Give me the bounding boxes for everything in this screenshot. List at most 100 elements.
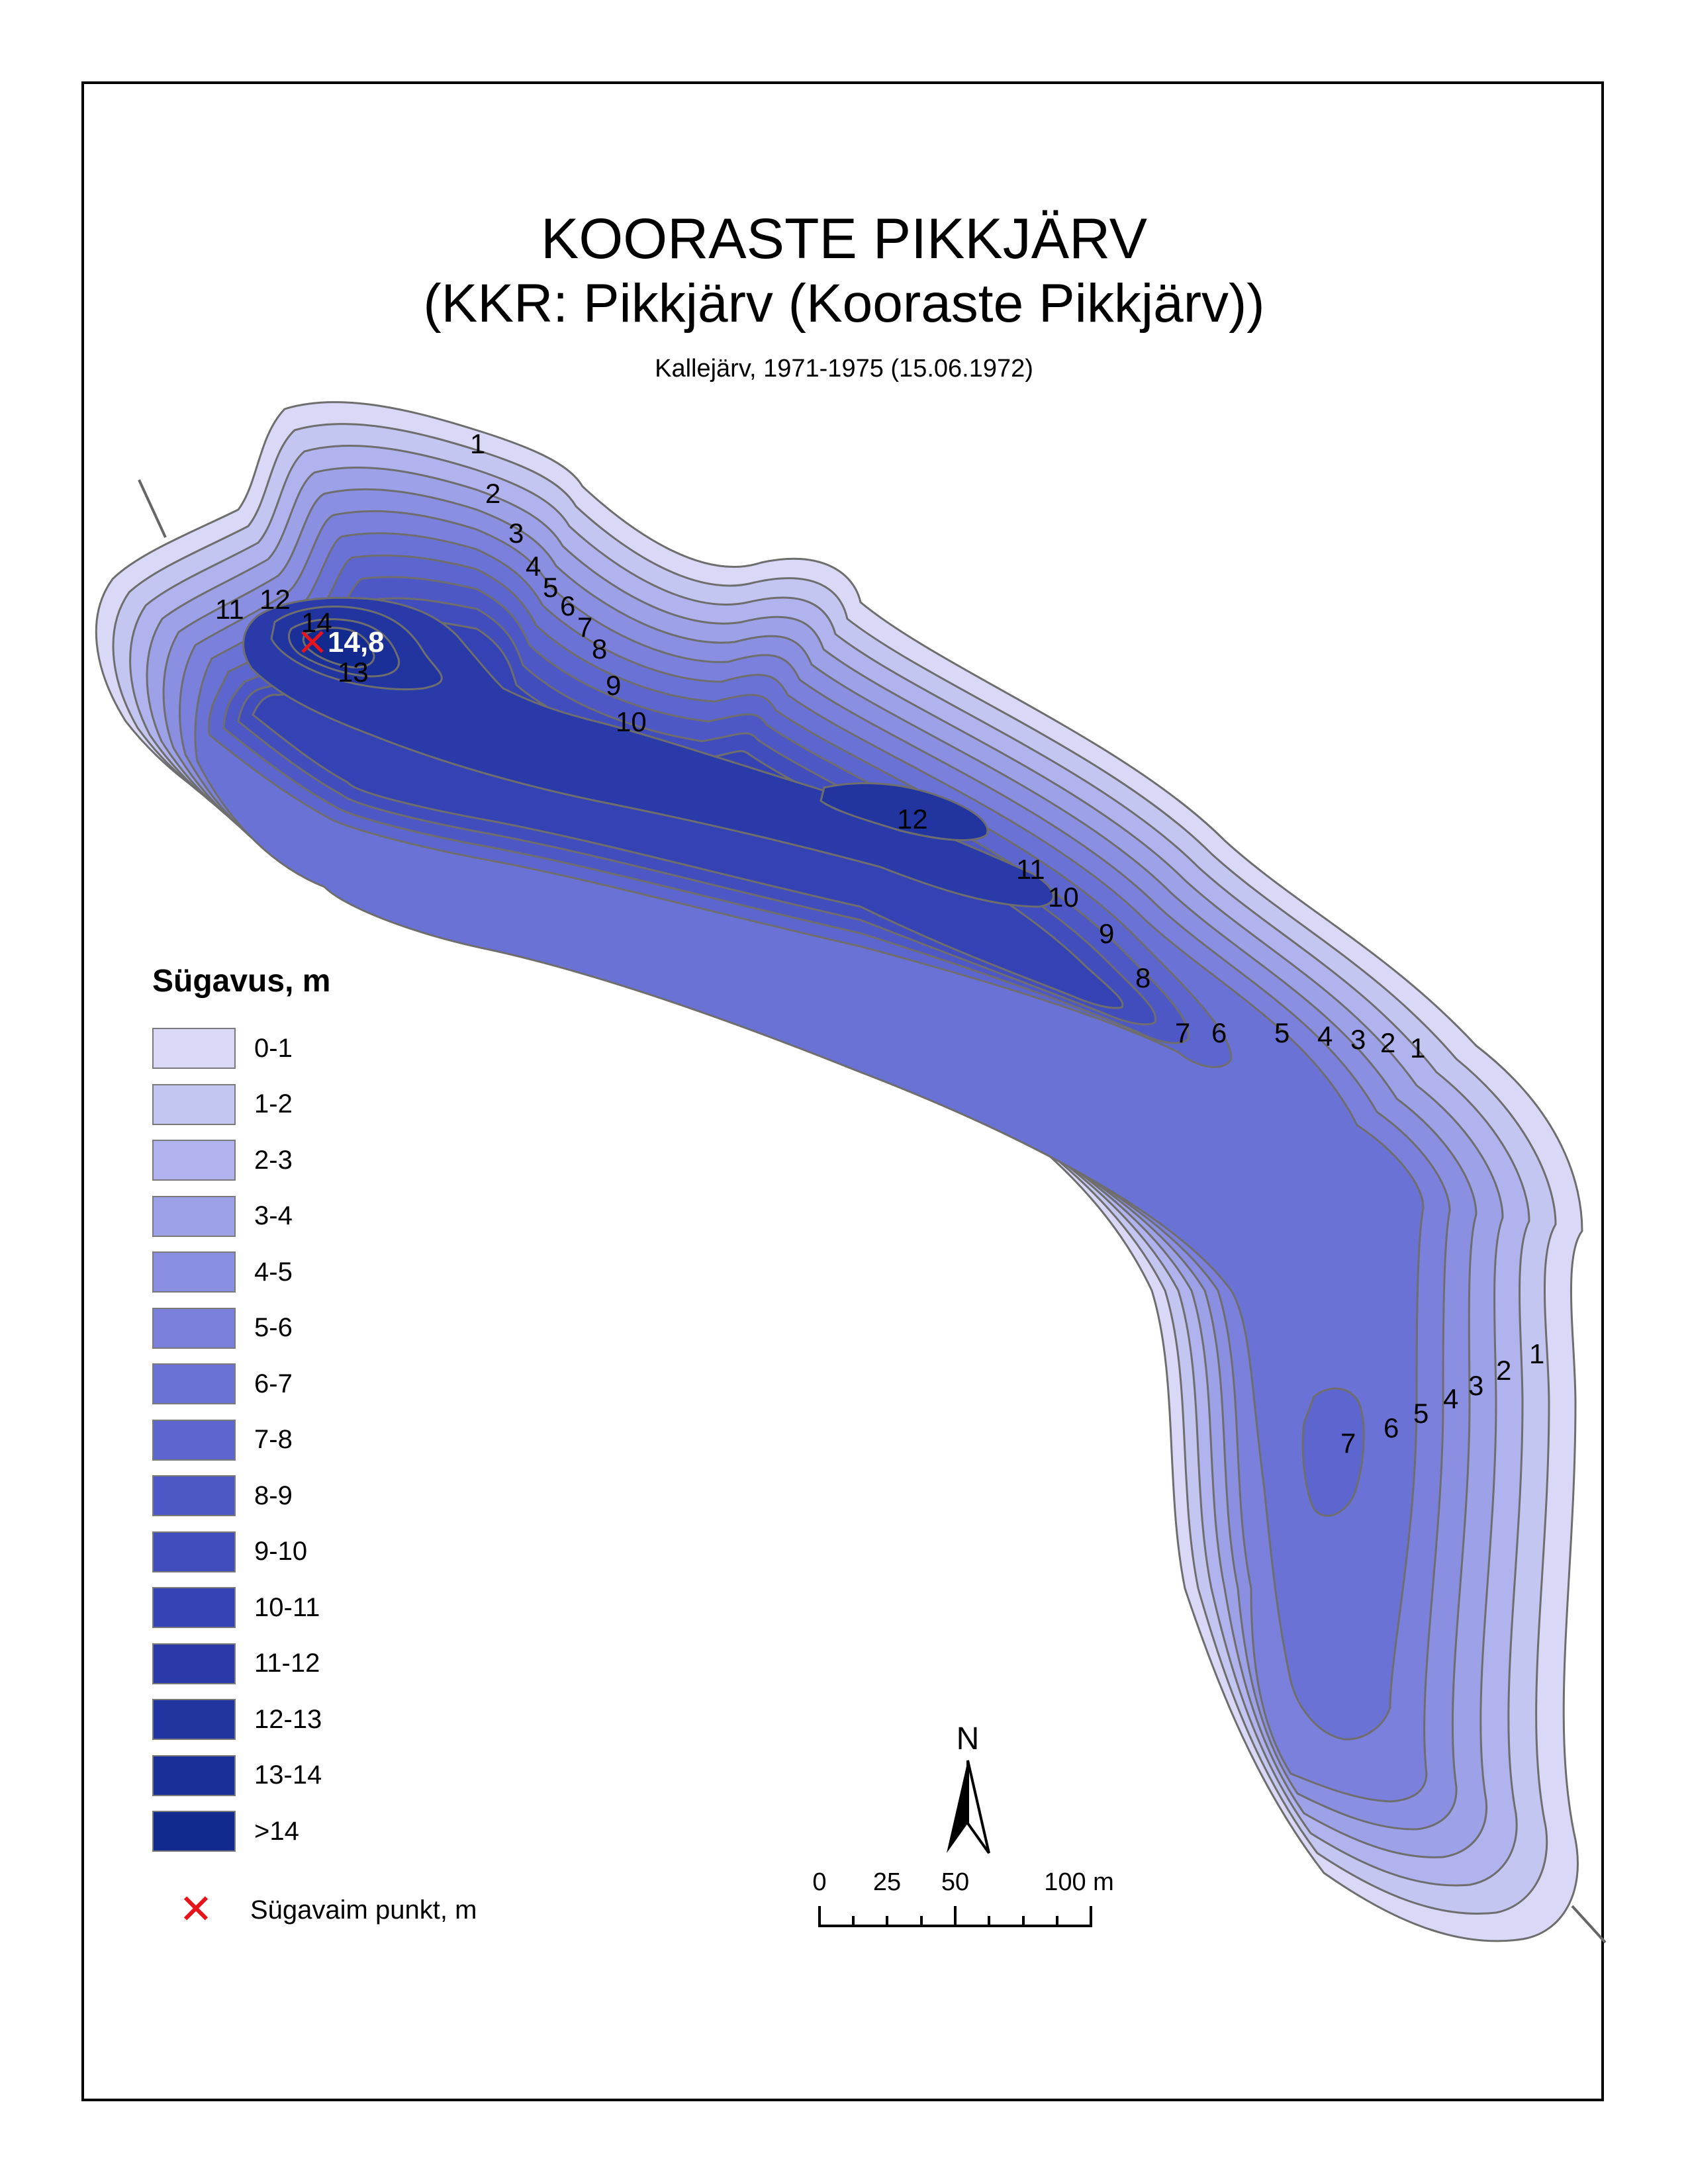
legend-swatch <box>152 1699 236 1741</box>
legend-label: 6-7 <box>254 1369 293 1398</box>
legend-swatch <box>152 1475 236 1517</box>
depth-zone-over-14 <box>302 627 375 668</box>
legend-item: >14 <box>152 1803 330 1860</box>
legend-label: 0-1 <box>254 1033 293 1063</box>
legend-label: 13-14 <box>254 1760 322 1790</box>
legend-item: 11-12 <box>152 1636 330 1692</box>
legend-label: 3-4 <box>254 1201 293 1231</box>
legend-label: 8-9 <box>254 1480 293 1510</box>
contour-label: 3 <box>1350 1024 1366 1055</box>
legend-item: 9-10 <box>152 1524 330 1580</box>
contour-label: 5 <box>1413 1398 1429 1429</box>
depth-zone-11-12 <box>242 596 1055 908</box>
legend-label: 12-13 <box>254 1704 322 1734</box>
scale-label: 0 <box>812 1868 826 1896</box>
contour-label: 4 <box>1317 1021 1333 1052</box>
scale-label: 100 m <box>1044 1868 1114 1896</box>
legend-item: 5-6 <box>152 1300 330 1357</box>
legend-label: 10-11 <box>254 1592 320 1622</box>
contour-label: 6 <box>1211 1017 1227 1048</box>
north-arrow: N <box>935 1721 1001 1860</box>
legend-item: 1-2 <box>152 1077 330 1133</box>
legend-label: 1-2 <box>254 1089 293 1119</box>
contour-label: 1 <box>1529 1338 1544 1369</box>
deepest-point-marker <box>301 631 324 653</box>
contour-label: 10 <box>1048 882 1079 913</box>
contour-label: 11 <box>1016 854 1045 885</box>
contour-label: 7 <box>577 612 592 643</box>
map-source: Kallejärv, 1971-1975 (15.06.1972) <box>655 355 1033 383</box>
legend-item: 13-14 <box>152 1748 330 1804</box>
legend-swatch <box>152 1251 236 1293</box>
contour-label: 1 <box>470 428 485 459</box>
contour-label: 11 <box>215 594 244 625</box>
legend-label: 7-8 <box>254 1425 293 1455</box>
legend-label: 9-10 <box>254 1537 308 1567</box>
contour-label: 8 <box>592 633 607 664</box>
deepest-point-legend-label: Sügavaim punkt, m <box>250 1895 477 1925</box>
legend-label: >14 <box>254 1816 299 1846</box>
legend-item: 8-9 <box>152 1468 330 1524</box>
legend-swatch <box>152 1643 236 1684</box>
legend-rows: 0-1 1-2 2-3 3-4 4-5 5-6 6-7 7-8 8-9 9-10 10-11 11-1… <box>152 1021 330 1860</box>
legend-swatch <box>152 1028 236 1069</box>
legend-swatch <box>152 1140 236 1181</box>
contour-label: 9 <box>1099 918 1114 949</box>
contour-label: 12 <box>897 803 928 835</box>
north-arrow-icon <box>947 1760 990 1854</box>
contour-label: 3 <box>1468 1370 1483 1401</box>
depth-zone-12-13-mid <box>820 782 989 841</box>
depth-zone-7-8-south <box>1301 1387 1365 1517</box>
contour-labels: 1 2 3 4 5 6 7 8 9 10 11 12 14 13 12 11 1… <box>215 428 1544 1459</box>
legend-swatch <box>152 1083 236 1125</box>
legend-item: 0-1 <box>152 1021 330 1077</box>
legend-label: 2-3 <box>254 1145 293 1175</box>
contour-label: 2 <box>1380 1027 1395 1058</box>
contour-label: 13 <box>338 657 369 688</box>
map-title: KOORASTE PIKKJÄRV <box>540 207 1148 271</box>
contour-label: 6 <box>1383 1412 1399 1443</box>
map-frame <box>81 81 1604 2101</box>
legend-swatch <box>152 1307 236 1349</box>
legend-swatch <box>152 1531 236 1572</box>
legend-swatch <box>152 1754 236 1796</box>
contour-label: 1 <box>1410 1032 1425 1064</box>
deepest-point-legend: ✕ Sügavaim punkt, m <box>179 1889 477 1931</box>
legend-label: 5-6 <box>254 1313 293 1343</box>
north-label: N <box>956 1721 980 1756</box>
legend-item: 3-4 <box>152 1189 330 1245</box>
legend-swatch <box>152 1419 236 1461</box>
legend-swatch <box>152 1587 236 1629</box>
legend-item: 7-8 <box>152 1412 330 1469</box>
inflow-stream <box>138 479 167 538</box>
depth-zones <box>95 401 1583 1942</box>
legend-label: 4-5 <box>254 1257 293 1287</box>
legend-swatch <box>152 1195 236 1237</box>
contour-label: 9 <box>606 670 621 701</box>
contour-label: 8 <box>1135 962 1150 993</box>
contour-label: 12 <box>259 584 291 615</box>
map-subtitle: (KKR: Pikkjärv (Kooraste Pikkjärv)) <box>423 273 1265 334</box>
contour-label: 5 <box>543 572 558 603</box>
legend-item: 2-3 <box>152 1132 330 1189</box>
cross-icon: ✕ <box>179 1887 213 1933</box>
scale-label: 25 <box>873 1868 901 1896</box>
contour-label: 5 <box>1274 1017 1289 1048</box>
outflow-stream <box>1571 1905 1607 1944</box>
contour-label: 4 <box>526 551 541 582</box>
contour-label: 4 <box>1443 1383 1458 1414</box>
legend-item: 12-13 <box>152 1692 330 1748</box>
contour-label: 2 <box>1496 1355 1511 1386</box>
legend-item: 10-11 <box>152 1580 330 1636</box>
contour-label: 7 <box>1340 1428 1356 1459</box>
legend-title: Sügavus, m <box>152 964 331 999</box>
scale-label: 50 <box>941 1868 969 1896</box>
legend-swatch <box>152 1811 236 1852</box>
contour-label: 14 <box>301 607 332 638</box>
depth-legend: Sügavus, m 0-1 1-2 2-3 3-4 4-5 5-6 6-7 7-8 8-9 9-… <box>152 963 330 1860</box>
legend-item: 4-5 <box>152 1244 330 1300</box>
scale-bar: 0 25 50 100 m <box>812 1868 1114 1927</box>
contour-label: 7 <box>1175 1017 1190 1048</box>
contour-label: 2 <box>485 478 500 509</box>
